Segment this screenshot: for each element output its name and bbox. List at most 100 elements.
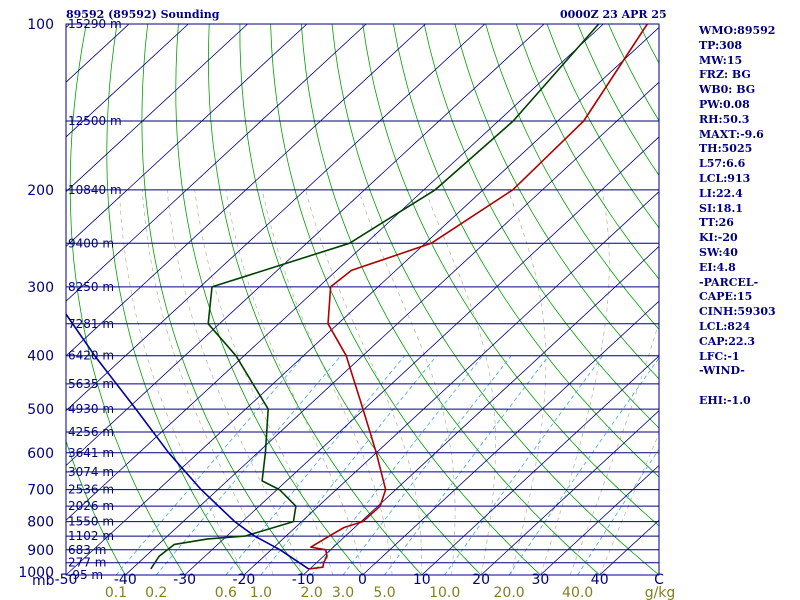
moist-adiabat xyxy=(261,189,393,575)
index-line: PW:0.08 xyxy=(699,97,750,111)
isotherm xyxy=(362,300,659,575)
mixing-ratio-label: 0.2 xyxy=(145,585,167,600)
pressure-tick-label: 1000 xyxy=(18,565,54,581)
isotherm xyxy=(66,24,426,357)
index-line: MW:15 xyxy=(699,53,743,67)
index-line: EHI:-1.0 xyxy=(699,393,751,407)
pressure-tick-label: 700 xyxy=(27,483,54,499)
mixing-ratio-label: 20.0 xyxy=(494,585,525,600)
temperature-tick-label: 10 xyxy=(413,572,431,588)
mixing-ratio-label: 1.0 xyxy=(250,585,272,600)
isotherm xyxy=(66,24,604,521)
temperature-tick-label: -30 xyxy=(173,572,196,588)
isotherm xyxy=(66,24,367,302)
isotherm xyxy=(125,81,659,575)
height-label: 7281 m xyxy=(68,317,114,331)
height-label: 5635 m xyxy=(68,377,114,391)
isotherm xyxy=(66,24,308,247)
height-label: -95 m xyxy=(68,568,103,582)
index-line: CAPE:15 xyxy=(699,290,753,304)
index-line: EI:4.8 xyxy=(699,260,736,274)
height-label: 1550 m xyxy=(68,515,114,529)
height-label: 12500 m xyxy=(68,114,122,128)
plot-frame xyxy=(65,23,660,576)
index-line: L57:6.6 xyxy=(699,157,746,171)
index-line: -PARCEL- xyxy=(699,275,759,289)
isotherm xyxy=(66,26,659,575)
mixing-ratio-label: 10.0 xyxy=(429,585,460,600)
height-label: 2026 m xyxy=(68,499,114,513)
height-label: 277 m xyxy=(68,556,106,570)
indices-panel: WMO:89592 TP:308 MW:15 FRZ: BG WB0: BG PW:0.0… xyxy=(699,24,776,409)
x-axis-unit-label: mb xyxy=(32,573,55,589)
pressure-tick-label: 200 xyxy=(27,183,54,199)
mixing-ratio-unit-label: g/kg xyxy=(645,585,676,600)
height-label: 4256 m xyxy=(68,425,114,439)
height-label: 4930 m xyxy=(68,402,114,416)
parcel-profile-line xyxy=(66,312,310,570)
index-line: TP:308 xyxy=(699,38,743,52)
pressure-tick-label: 300 xyxy=(27,280,54,296)
index-line: FRZ: BG xyxy=(699,68,751,82)
moist-adiabat xyxy=(540,189,610,575)
temperature-tick-label: -20 xyxy=(232,572,255,588)
mixing-ratio-label: 5.0 xyxy=(373,585,395,600)
isotherm xyxy=(184,136,659,575)
index-line: TH:5025 xyxy=(699,142,753,156)
isotherm xyxy=(66,24,486,412)
height-label: 10840 m xyxy=(68,183,122,197)
pressure-tick-label: 500 xyxy=(27,402,54,418)
index-line: LCL:913 xyxy=(699,171,751,185)
isotherm xyxy=(243,191,659,575)
isotherm xyxy=(302,245,659,575)
temperature-tick-label: -50 xyxy=(55,572,78,588)
isotherm xyxy=(66,24,189,138)
mixing-ratio-label: 2.0 xyxy=(300,585,322,600)
time-label: 0000Z 23 APR 25 xyxy=(560,8,667,21)
isotherm xyxy=(66,24,248,193)
dewpoint-profile-line xyxy=(150,24,600,570)
height-label: 1102 m xyxy=(68,529,114,543)
index-line: CAP:22.3 xyxy=(699,334,756,348)
pressure-tick-label: 600 xyxy=(27,446,54,462)
isotherm xyxy=(421,355,659,575)
index-line: WMO:89592 xyxy=(699,24,776,37)
pressure-tick-label: 400 xyxy=(27,349,54,365)
index-line: SW:40 xyxy=(699,245,738,259)
isotherm xyxy=(480,410,659,575)
height-label: 8250 m xyxy=(68,280,114,294)
height-label: 3074 m xyxy=(68,465,114,479)
pressure-tick-label: 900 xyxy=(27,543,54,559)
height-label: 683 m xyxy=(68,543,106,557)
mixing-ratio-label: 0.1 xyxy=(105,585,127,600)
x-axis-end-label: C xyxy=(654,572,664,588)
index-line: TT:26 xyxy=(699,216,734,230)
temperature-tick-label: 20 xyxy=(472,572,490,588)
index-line: CINH:59303 xyxy=(699,305,776,319)
index-line: RH:50.3 xyxy=(699,112,750,126)
pressure-tick-label: 800 xyxy=(27,515,54,531)
index-line: WB0: BG xyxy=(699,83,756,97)
height-label: 3641 m xyxy=(68,446,114,460)
index-line: LFC:-1 xyxy=(699,349,740,363)
height-label: 6420 m xyxy=(68,349,114,363)
mixing-ratio-label: 40.0 xyxy=(562,585,593,600)
background-grid xyxy=(66,24,659,575)
moist-adiabat xyxy=(507,189,547,575)
temperature-tick-label: -10 xyxy=(292,572,315,588)
temperature-tick-label: -40 xyxy=(114,572,137,588)
isotherm xyxy=(540,464,659,575)
mixing-ratio-label: 0.6 xyxy=(215,585,237,600)
index-line: SI:18.1 xyxy=(699,201,743,215)
index-line: LCL:824 xyxy=(699,319,751,333)
index-line: -WIND- xyxy=(699,364,745,378)
axis-labels: 15290 m 12500 m 10840 m 9400 m 8250 m 7281 m 6… xyxy=(18,17,675,600)
isotherm xyxy=(66,24,545,467)
temperature-tick-label: 0 xyxy=(358,572,367,588)
temperature-tick-label: 30 xyxy=(531,572,549,588)
height-label: 9400 m xyxy=(68,236,114,250)
index-line: KI:-20 xyxy=(699,231,738,245)
temperature-profile-line xyxy=(308,24,648,570)
